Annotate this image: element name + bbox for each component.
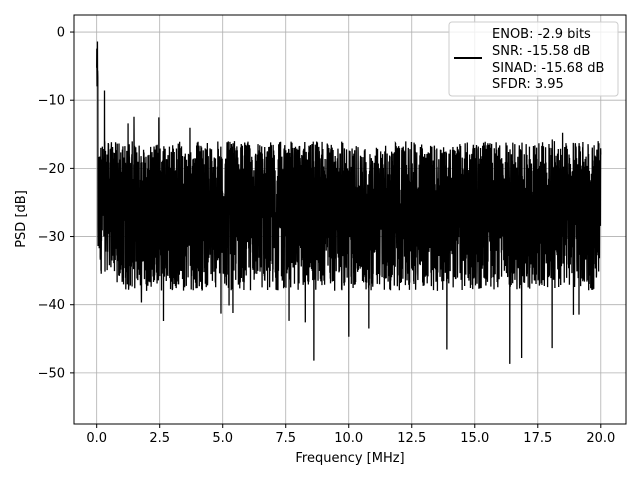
x-axis-ticks: 0.0 2.5 5.0 7.5 10.0 12.5 15.0 17.5 20.0	[86, 424, 615, 446]
y-axis-ticks: 0 −10 −20 −30 −40 −50	[38, 26, 74, 381]
x-tick-label: 15.0	[460, 431, 489, 446]
x-tick-label: 7.5	[275, 431, 296, 446]
legend: ENOB: -2.9 bits SNR: -15.58 dB SINAD: -1…	[448, 21, 619, 97]
x-tick-label: 10.0	[334, 431, 363, 446]
y-tick-label: −10	[38, 94, 65, 109]
x-tick-label: 0.0	[86, 431, 107, 446]
legend-line-4: SFDR: 3.95	[492, 77, 564, 92]
y-axis-label: PSD [dB]	[14, 190, 29, 248]
x-tick-label: 20.0	[586, 431, 615, 446]
x-tick-label: 12.5	[397, 431, 426, 446]
legend-line-1: ENOB: -2.9 bits	[492, 27, 591, 42]
x-axis-label: Frequency [MHz]	[295, 451, 404, 466]
x-tick-label: 2.5	[149, 431, 170, 446]
y-tick-label: −20	[38, 162, 65, 177]
psd-series-line	[96, 41, 602, 364]
legend-box	[448, 21, 619, 97]
plot-frame	[73, 14, 627, 425]
x-tick-label: 5.0	[212, 431, 233, 446]
x-tick-label: 17.5	[523, 431, 552, 446]
y-tick-label: −40	[38, 298, 65, 313]
legend-line-2: SNR: -15.58 dB	[492, 44, 590, 59]
y-tick-label: −30	[38, 230, 65, 245]
series-group	[96, 41, 602, 364]
y-tick-label: 0	[57, 26, 65, 41]
legend-line-3: SINAD: -15.68 dB	[492, 61, 604, 76]
y-tick-label: −50	[38, 366, 65, 381]
